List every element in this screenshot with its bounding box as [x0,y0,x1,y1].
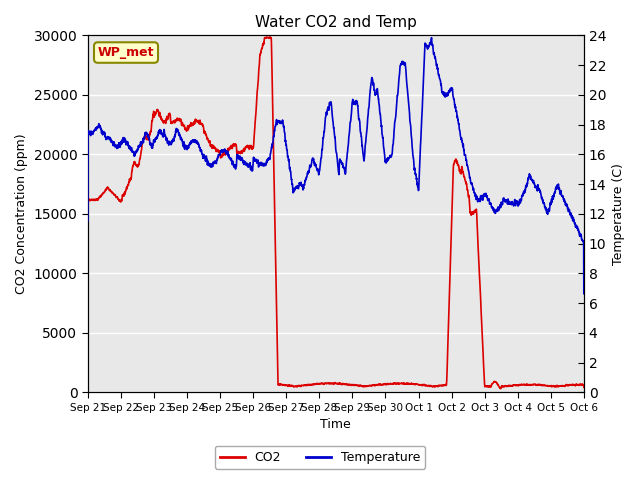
Y-axis label: CO2 Concentration (ppm): CO2 Concentration (ppm) [15,133,28,294]
Y-axis label: Temperature (C): Temperature (C) [612,163,625,265]
Title: Water CO2 and Temp: Water CO2 and Temp [255,15,417,30]
Text: WP_met: WP_met [98,46,154,59]
Legend: CO2, Temperature: CO2, Temperature [214,446,426,469]
X-axis label: Time: Time [321,419,351,432]
